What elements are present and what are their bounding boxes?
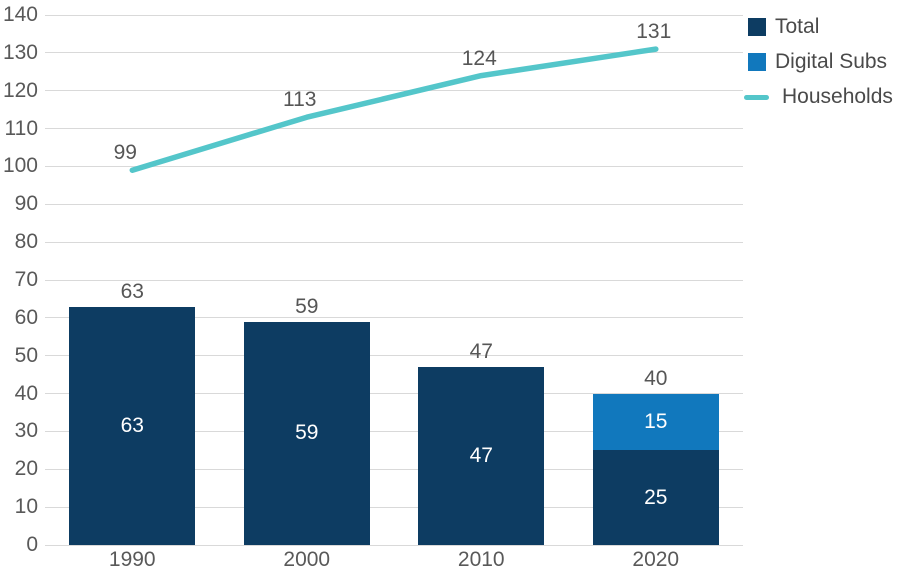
legend-item-digital-subs: Digital Subs: [748, 50, 888, 73]
gridline: [45, 52, 743, 54]
y-tick-label: 90: [14, 192, 38, 216]
bar-segment-value-label: 63: [120, 413, 144, 437]
legend-item-label: Households: [782, 85, 893, 108]
gridline: [45, 317, 743, 319]
gridline: [45, 128, 743, 130]
y-tick-label: 140: [2, 3, 38, 26]
legend-item-label: Digital Subs: [775, 50, 888, 73]
bar-segment-value-label: 15: [644, 409, 668, 433]
gridline: [45, 165, 743, 167]
bar-total-label: 59: [295, 294, 319, 318]
bar-segment-digital-subs: [592, 393, 719, 451]
households-line-swatch-icon: [744, 94, 769, 100]
bar-total-label: 63: [120, 279, 144, 303]
y-tick-label: 60: [14, 305, 38, 329]
households-line: [129, 46, 659, 173]
gridline: [45, 393, 743, 395]
bar-segment-total: [69, 306, 196, 545]
bar-segment-value-label: 59: [295, 421, 319, 445]
y-tick-label: 110: [4, 116, 38, 140]
x-axis-label: 2010: [457, 548, 505, 571]
y-tick-label: 70: [14, 268, 38, 291]
y-tick-label: 120: [2, 78, 38, 102]
y-tick-label: 50: [14, 343, 38, 367]
y-tick-label: 80: [14, 230, 38, 254]
legend-item-total: Total: [748, 15, 820, 38]
gridline: [45, 430, 743, 432]
gridline: [45, 468, 743, 470]
line-point-label: 99: [113, 141, 137, 165]
gridline: [45, 506, 743, 508]
line-point-label: 131: [636, 20, 672, 44]
gridline: [45, 279, 743, 281]
y-tick-label: 30: [14, 419, 38, 443]
y-tick-label: 130: [2, 40, 38, 64]
x-axis-label: 1990: [108, 548, 156, 571]
gridline: [45, 544, 743, 546]
digital-subs-swatch-icon: [748, 53, 766, 71]
bar-segment-value-label: 47: [469, 444, 493, 468]
line-point-label: 113: [283, 88, 317, 112]
bar-segment-total: [592, 450, 719, 545]
gridline: [45, 90, 743, 92]
bar-segment-value-label: 25: [644, 485, 668, 509]
x-axis-label: 2000: [283, 548, 331, 571]
bar-segment-total: [243, 321, 370, 545]
gridline: [45, 355, 743, 357]
bar-total-label: 47: [469, 340, 493, 364]
y-tick-label: 100: [2, 154, 38, 178]
y-tick-label: 40: [14, 381, 38, 405]
bar-segment-total: [418, 367, 545, 545]
gridline: [45, 241, 743, 243]
gridline: [45, 203, 743, 205]
x-axis-label: 2020: [632, 548, 680, 571]
y-tick-label: 10: [14, 495, 38, 519]
y-tick-label: 20: [14, 457, 38, 481]
total-swatch-icon: [748, 18, 766, 36]
gridline: [45, 14, 743, 16]
legend-item-label: Total: [775, 15, 820, 38]
y-tick-label: 0: [26, 533, 38, 556]
bar-total-label: 40: [644, 366, 668, 390]
legend-item-households: Households: [744, 85, 893, 108]
line-point-label: 124: [461, 46, 497, 70]
